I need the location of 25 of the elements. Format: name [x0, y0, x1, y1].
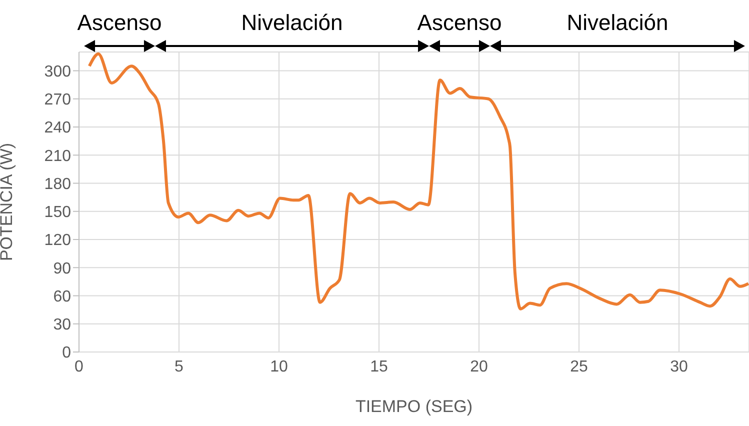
text: Ascenso — [77, 10, 162, 35]
x-tick-label: 10 — [270, 358, 288, 376]
x-tick-label: 25 — [570, 358, 588, 376]
y-tick-label: 270 — [44, 92, 72, 109]
y-tick-label: 150 — [44, 204, 72, 222]
y-tick-label: 240 — [44, 120, 72, 137]
x-tick-label: 0 — [74, 358, 84, 376]
text: Nivelación — [241, 10, 343, 35]
x-tick-label: 5 — [174, 358, 184, 376]
y-tick-label: 120 — [44, 232, 72, 250]
y-tick-label: 180 — [44, 176, 72, 193]
x-tick-label: 20 — [470, 358, 488, 376]
x-tick-label: 15 — [370, 358, 388, 376]
text: Nivelación — [566, 10, 668, 35]
y-tick-label: 300 — [44, 63, 72, 80]
y-axis-title: POTENCIA (W) — [0, 142, 16, 262]
y-tick-label: 210 — [44, 148, 72, 165]
y-tick-label: 0 — [62, 344, 72, 362]
y-tick-label: 30 — [53, 316, 72, 334]
text: Ascenso — [417, 10, 502, 35]
y-tick-label: 60 — [53, 288, 72, 306]
line-series — [88, 52, 749, 310]
x-axis-title: TIEMPO (SEG) — [355, 397, 473, 416]
x-tick-label: 30 — [670, 358, 688, 376]
y-tick-label: 90 — [53, 260, 72, 278]
